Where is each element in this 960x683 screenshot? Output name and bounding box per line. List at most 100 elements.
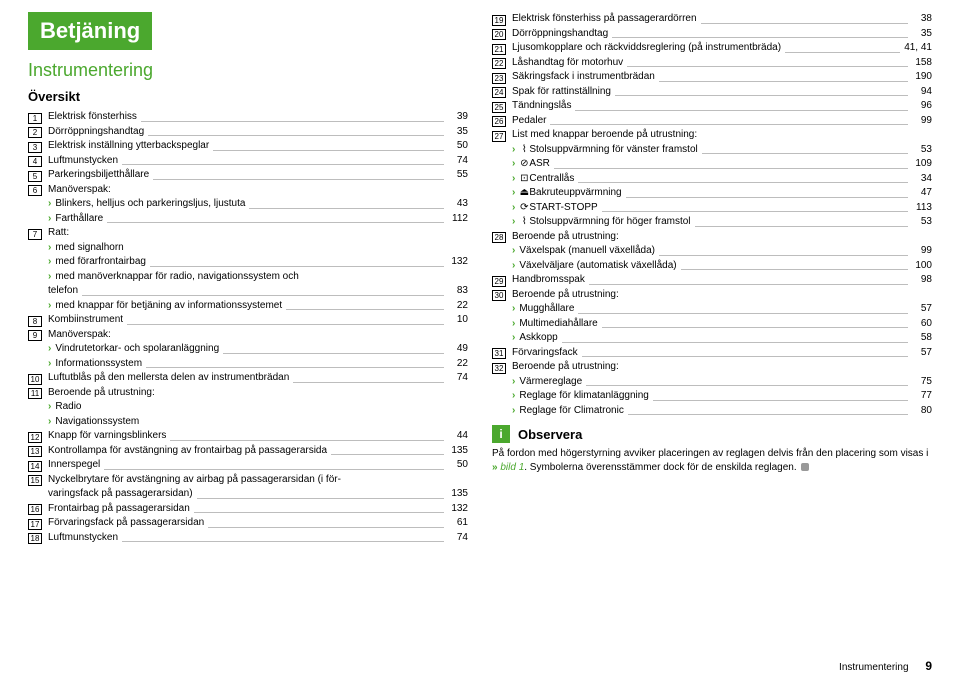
- entry-label: Kontrollampa för avstängning av frontair…: [48, 444, 327, 458]
- end-marker-icon: [801, 463, 809, 471]
- entry-page: 43: [448, 197, 468, 211]
- entry-page: 22: [448, 299, 468, 313]
- leader-line: [562, 342, 908, 343]
- entry-label: Spak för rattinställning: [512, 85, 611, 99]
- toc-entry: 13 Kontrollampa för avstängning av fronta…: [28, 444, 468, 458]
- entry-page: 132: [448, 255, 468, 269]
- entry-page: 158: [912, 56, 932, 70]
- toc-entry: ›⏏ Bakruteuppvärmning47: [492, 186, 932, 200]
- entry-page: 99: [912, 244, 932, 258]
- toc-entry: 1Elektrisk fönsterhiss39: [28, 110, 468, 124]
- toc-entry: 15Nyckelbrytare för avstängning av airba…: [28, 473, 468, 487]
- entry-label: Knapp för varningsblinkers: [48, 429, 166, 443]
- entry-number: 22: [492, 58, 506, 69]
- toc-entry: ›Askkopp58: [492, 331, 932, 345]
- entry-label: Värmereglage: [519, 375, 582, 389]
- entry-number: 12: [28, 432, 42, 443]
- entry-number: 3: [28, 142, 42, 153]
- entry-page: 100: [912, 259, 932, 273]
- entry-number: 31: [492, 348, 506, 359]
- entry-label: med förarfrontairbag: [55, 255, 146, 269]
- entry-label: Manöverspak:: [48, 183, 111, 197]
- entry-label: Vindrutetorkar- och spolaranläggning: [55, 342, 219, 356]
- entry-number: 20: [492, 29, 506, 40]
- toc-entry: 5Parkeringsbiljetthållare55: [28, 168, 468, 182]
- entry-label: List med knappar beroende på utrustning:: [512, 128, 697, 142]
- leader-line: [122, 164, 444, 165]
- entry-number: 18: [28, 533, 42, 544]
- leader-line: [104, 469, 444, 470]
- feature-icon: ⌇: [519, 215, 529, 229]
- entry-label: Handbromsspak: [512, 273, 585, 287]
- toc-entry: telefon83: [28, 284, 468, 298]
- toc-entry: ›med manöverknappar för radio, navigatio…: [28, 270, 468, 284]
- toc-entry: 7Ratt:: [28, 226, 468, 240]
- leader-line: [141, 121, 444, 122]
- entry-label: Pedaler: [512, 114, 546, 128]
- entry-number: 25: [492, 102, 506, 113]
- entry-label: Bakruteuppvärmning: [529, 186, 621, 200]
- chevron-icon: ›: [48, 197, 51, 211]
- entry-label: ASR: [529, 157, 550, 171]
- toc-entry: 19Elektrisk fönsterhiss på passagerardör…: [492, 12, 932, 26]
- leader-line: [659, 255, 908, 256]
- entry-page: 135: [448, 444, 468, 458]
- leader-line: [602, 327, 908, 328]
- entry-number: 13: [28, 446, 42, 457]
- entry-label: Navigationssystem: [55, 415, 139, 429]
- entry-number: 23: [492, 73, 506, 84]
- entry-number: 7: [28, 229, 42, 240]
- entry-page: 98: [912, 273, 932, 287]
- observe-body: På fordon med högerstyrning avviker plac…: [492, 447, 932, 474]
- entry-label: Reglage för Climatronic: [519, 404, 624, 418]
- entry-number: 16: [28, 504, 42, 515]
- leader-line: [208, 527, 444, 528]
- toc-entry: › Reglage för Climatronic 80: [492, 404, 932, 418]
- entry-page: 75: [912, 375, 932, 389]
- entry-number: 6: [28, 185, 42, 196]
- toc-entry: 32Beroende på utrustning:: [492, 360, 932, 374]
- toc-entry: ›Radio: [28, 400, 468, 414]
- entry-label: Tändningslås: [512, 99, 571, 113]
- toc-entry: ›⌇ Stolsuppvärmning för vänster framstol…: [492, 143, 932, 157]
- leader-line: [578, 182, 908, 183]
- chevron-icon: ›: [512, 404, 515, 418]
- entry-number: 32: [492, 363, 506, 374]
- chevron-icon: ›: [512, 143, 515, 157]
- entry-page: 190: [912, 70, 932, 84]
- leader-line: [701, 23, 908, 24]
- leader-line: [146, 367, 444, 368]
- chevron-icon: ›: [512, 259, 515, 273]
- entry-label: Växelspak (manuell växellåda): [519, 244, 655, 258]
- entry-label: Nyckelbrytare för avstängning av airbag …: [48, 473, 341, 487]
- entry-number: 29: [492, 276, 506, 287]
- chevron-icon: ›: [48, 299, 51, 313]
- entry-page: 53: [912, 215, 932, 229]
- entry-page: 47: [912, 186, 932, 200]
- leader-line: [702, 153, 908, 154]
- entry-number: 9: [28, 330, 42, 341]
- entry-page: 74: [448, 371, 468, 385]
- entry-page: 49: [448, 342, 468, 356]
- leader-line: [148, 135, 444, 136]
- entry-label: Förvaringsfack på passagerarsidan: [48, 516, 204, 530]
- chevron-icon: ›: [512, 244, 515, 258]
- entry-label: Växelväljare (automatisk växellåda): [519, 259, 676, 273]
- entry-number: 26: [492, 116, 506, 127]
- toc-entry: varingsfack på passagerarsidan)135: [28, 487, 468, 501]
- entry-page: 77: [912, 389, 932, 403]
- entry-page: 80: [912, 404, 932, 418]
- leader-line: [331, 454, 444, 455]
- leader-line: [82, 295, 444, 296]
- entry-label: Innerspegel: [48, 458, 100, 472]
- entry-label: Stolsuppvärmning för höger framstol: [529, 215, 690, 229]
- entry-page: 83: [448, 284, 468, 298]
- entry-number: 1: [28, 113, 42, 124]
- leader-line: [615, 95, 908, 96]
- toc-entry: ›Farthållare112: [28, 212, 468, 226]
- entry-label: Askkopp: [519, 331, 557, 345]
- toc-entry: 2Dörröppningshandtag35: [28, 125, 468, 139]
- entry-page: 39: [448, 110, 468, 124]
- entry-page: 38: [912, 12, 932, 26]
- toc-left: 1Elektrisk fönsterhiss392Dörröppningshan…: [28, 110, 468, 544]
